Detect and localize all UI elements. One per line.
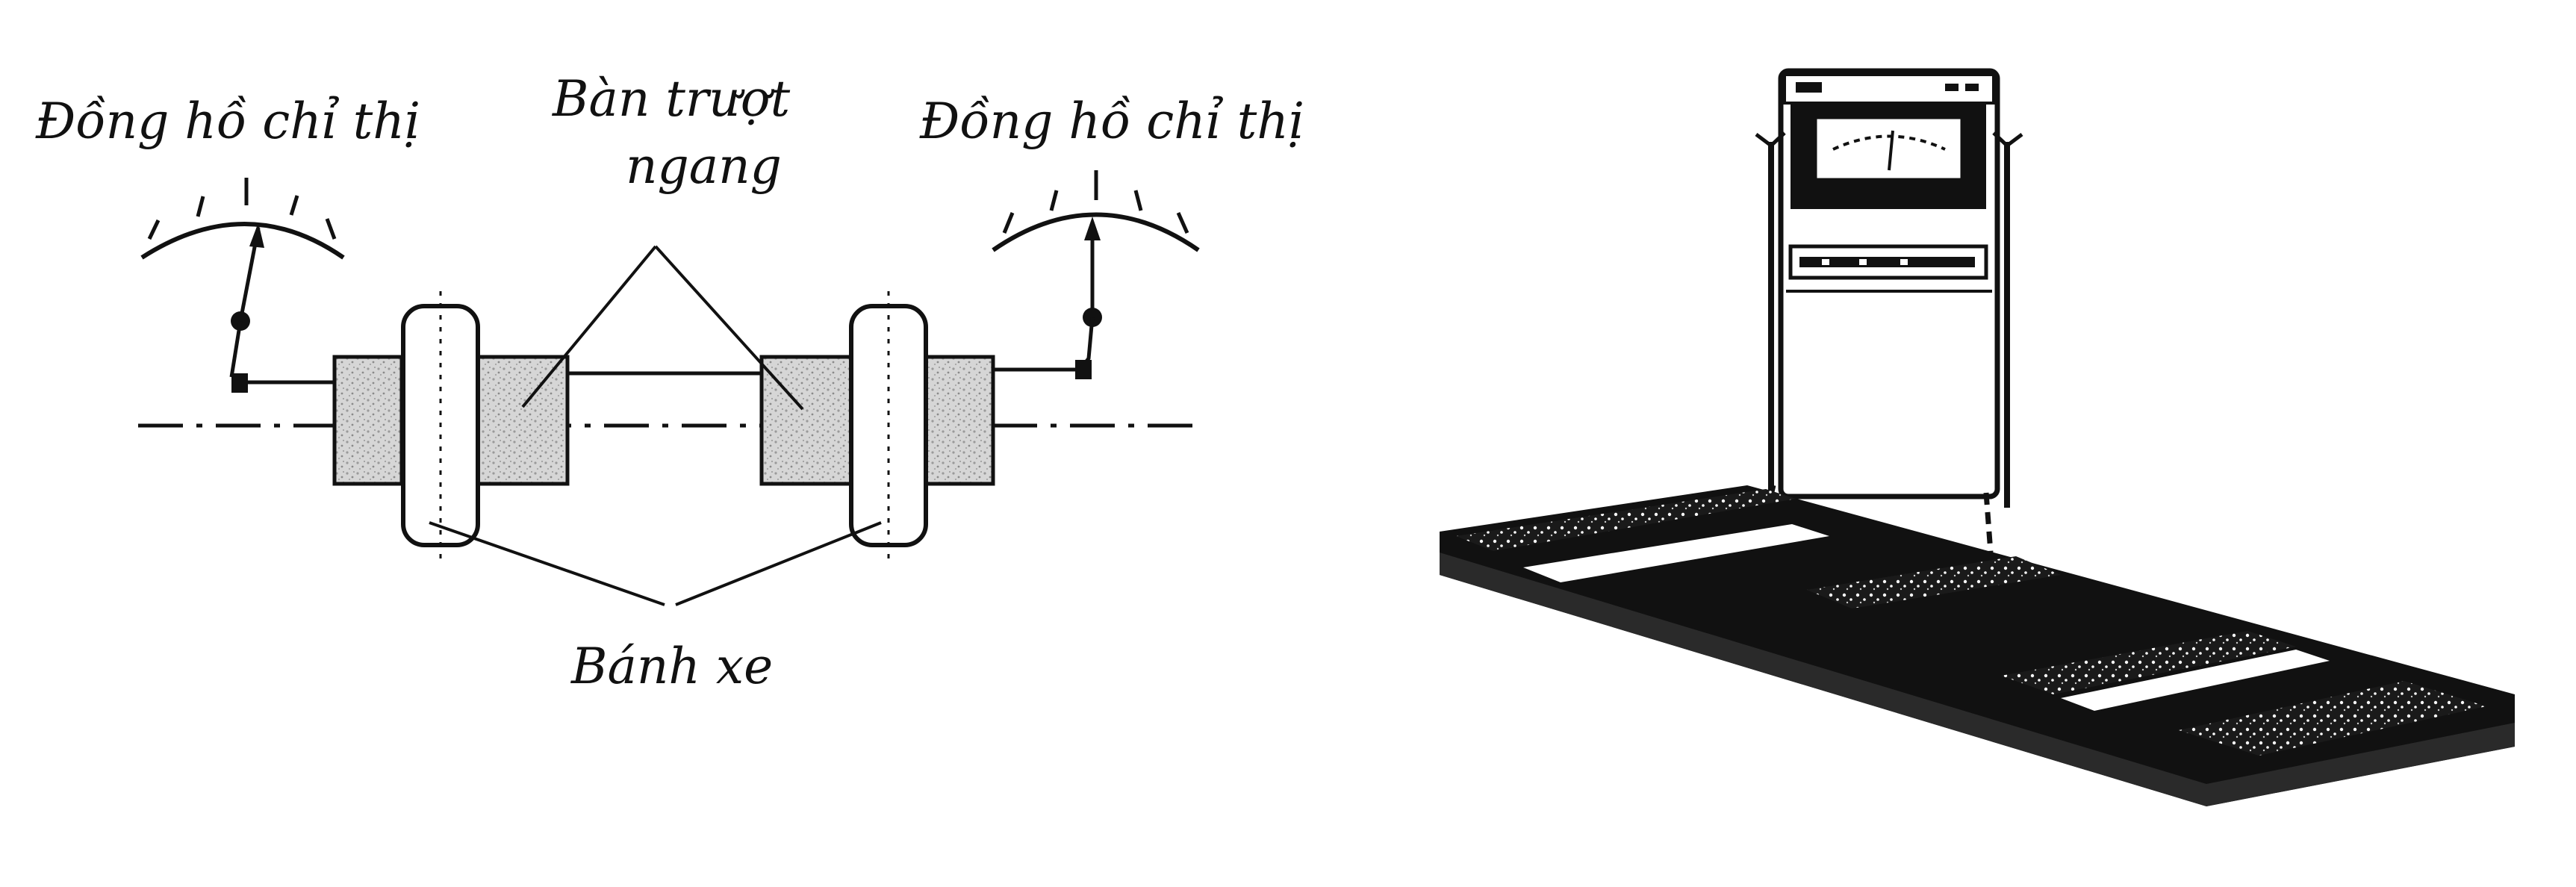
left-outer-block <box>332 355 404 486</box>
front-slide-plate-2 <box>2179 681 2486 756</box>
slide-leader-left <box>521 245 657 408</box>
left-slide-plate <box>476 355 570 486</box>
left-gauge-label: Đồng hồ chỉ thị <box>35 93 420 150</box>
dial-gauge-icon <box>992 170 1200 367</box>
right-gauge-label: Đồng hồ chỉ thị <box>919 93 1304 150</box>
schematic-diagram: Đồng hồ chỉ thị Đồng hồ chỉ thị Bàn trượ… <box>35 70 1304 695</box>
slide-label-line2: ngang <box>626 137 782 195</box>
center-plate-pattern <box>1807 556 2061 609</box>
slide-label-line1: Bàn trượt <box>552 70 791 128</box>
dial-gauge-icon <box>140 178 345 378</box>
right-slide-plate <box>759 355 853 486</box>
white-strip-2 <box>2061 650 2330 711</box>
white-strip-1 <box>1523 524 1829 582</box>
side-slip-tester-icon <box>1440 68 2515 806</box>
wheel-leader-right <box>675 521 882 606</box>
right-outer-block <box>924 355 995 486</box>
rear-slide-plate <box>1456 489 1796 551</box>
right-stub-clamp <box>1075 360 1092 379</box>
left-stub-clamp <box>231 373 248 393</box>
slide-leader-right <box>654 245 804 411</box>
front-slide-plate-1 <box>2001 631 2296 694</box>
wheel-leader-left <box>429 521 665 606</box>
wheel-label: Bánh xe <box>570 638 773 695</box>
